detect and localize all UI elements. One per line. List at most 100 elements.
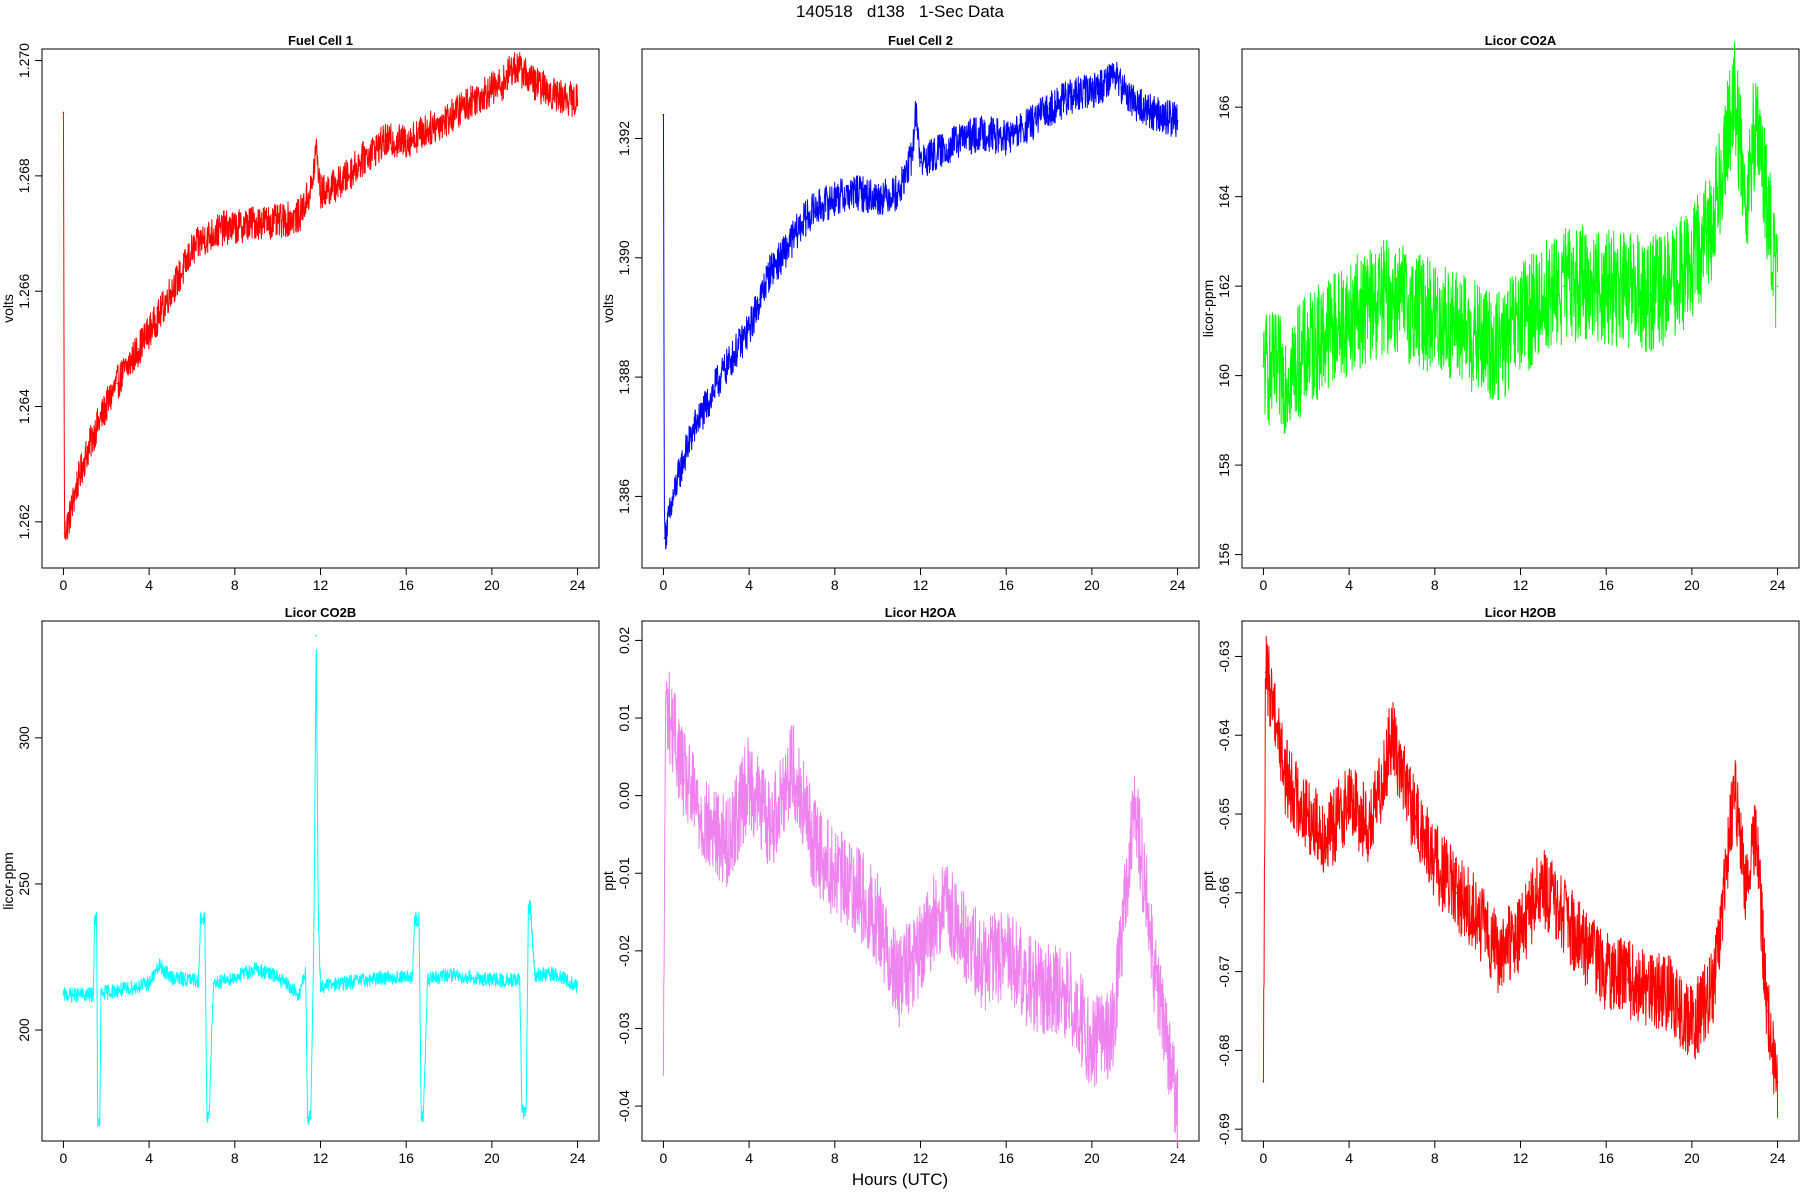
panel-fuel-cell-1: Fuel Cell 1 0 4 8 12 16 20 24 1.262 1.264 1.266 1.2…: [0, 33, 600, 593]
series-line: [1262, 635, 1779, 1118]
data-point: [276, 976, 279, 979]
y-tick-label: 1.264: [16, 389, 32, 424]
data-point: [191, 250, 193, 252]
data-point: [823, 203, 825, 205]
plot-frame: [641, 620, 1200, 1142]
data-point: [780, 256, 783, 259]
data-point: [1326, 836, 1329, 839]
data-point: [855, 191, 858, 193]
y-tick-label: 158: [1216, 453, 1232, 477]
data-point: [664, 701, 667, 704]
data-point: [915, 107, 918, 110]
data-point: [876, 919, 879, 921]
data-point: [527, 906, 530, 909]
x-tick-label: 0: [60, 577, 68, 593]
data-point: [84, 457, 86, 460]
data-point: [169, 976, 172, 979]
y-tick-label: 1.262: [16, 504, 32, 539]
y-tick-label: -0.04: [616, 1090, 632, 1122]
data-point: [1391, 734, 1393, 737]
data-point: [1744, 204, 1747, 207]
data-point: [126, 988, 129, 990]
data-point: [317, 918, 320, 920]
x-tick-label: 0: [660, 577, 668, 593]
data-point: [383, 140, 386, 143]
data-point: [1434, 316, 1436, 319]
x-tick-label: 8: [1431, 577, 1439, 593]
data-point: [1069, 95, 1072, 98]
data-point: [126, 365, 129, 367]
x-tick-label: 8: [831, 1150, 839, 1166]
panel-fuel-cell-2: Fuel Cell 2 0 4 8 12 16 20 24 1.386 1.388 1.390 1.3…: [600, 33, 1200, 593]
data-point: [1264, 671, 1267, 674]
x-tick-label: 4: [145, 1150, 153, 1166]
data-point: [1712, 986, 1715, 989]
data-point: [105, 405, 108, 408]
y-tick-label: -0.02: [616, 935, 632, 967]
y-tick-label: -0.65: [1216, 798, 1232, 830]
y-tick-label: -0.69: [1216, 1113, 1232, 1145]
data-point: [1434, 860, 1436, 863]
data-point: [673, 732, 675, 735]
data-point: [748, 328, 750, 331]
data-point: [169, 290, 172, 293]
data-point: [1541, 298, 1543, 301]
data-point: [1091, 1043, 1093, 1045]
panel-title: Fuel Cell 1: [288, 33, 353, 48]
data-point: [694, 424, 697, 426]
data-point: [362, 979, 365, 982]
x-tick-label: 4: [1345, 577, 1353, 593]
x-tick-label: 16: [398, 1150, 414, 1166]
x-tick-label: 20: [1684, 577, 1700, 593]
y-tick-label: 0.02: [616, 627, 632, 654]
data-point: [684, 779, 686, 781]
series-line: [62, 649, 579, 1128]
data-point: [1412, 813, 1415, 815]
data-point: [491, 88, 493, 91]
data-point: [212, 232, 215, 235]
x-tick-label: 12: [913, 1150, 929, 1166]
x-tick-label: 12: [1513, 1150, 1529, 1166]
data-point: [1498, 347, 1500, 350]
data-point: [501, 82, 504, 85]
data-point: [669, 513, 671, 516]
data-point: [341, 982, 343, 985]
data-point: [705, 406, 708, 408]
y-tick-label: 250: [16, 872, 32, 896]
data-point: [726, 364, 729, 366]
data-point: [304, 970, 307, 973]
data-point: [1605, 285, 1607, 287]
data-point: [684, 453, 686, 456]
x-tick-label: 0: [1260, 577, 1268, 593]
data-point: [313, 918, 315, 920]
data-point: [100, 994, 102, 996]
data-point: [234, 226, 236, 229]
x-tick-label: 24: [570, 1150, 586, 1166]
plot-frame: [41, 48, 600, 569]
data-point: [255, 221, 258, 223]
y-tick-label: -0.63: [1216, 640, 1232, 672]
panel-title: Licor CO2A: [1485, 33, 1557, 48]
data-point: [1348, 316, 1350, 319]
data-point: [411, 976, 414, 979]
y-tick-label: 166: [1216, 95, 1232, 119]
x-tick-label: 4: [1345, 1150, 1353, 1166]
data-point: [62, 111, 65, 114]
x-tick-label: 24: [1170, 1150, 1186, 1166]
data-point: [1155, 988, 1157, 991]
data-point: [1712, 218, 1715, 220]
data-point: [62, 994, 65, 996]
x-tick-label: 0: [60, 1150, 68, 1166]
data-point: [512, 65, 515, 68]
y-tick-label: 1.268: [16, 158, 32, 193]
data-point: [1262, 1081, 1265, 1083]
data-point: [1391, 294, 1393, 296]
y-tick-label: 200: [16, 1018, 32, 1042]
data-point: [1605, 970, 1607, 973]
data-point: [311, 186, 313, 189]
data-point: [716, 382, 718, 384]
data-point: [1519, 321, 1522, 323]
data-point: [919, 161, 922, 164]
data-point: [1776, 1081, 1779, 1083]
data-point: [204, 918, 206, 920]
